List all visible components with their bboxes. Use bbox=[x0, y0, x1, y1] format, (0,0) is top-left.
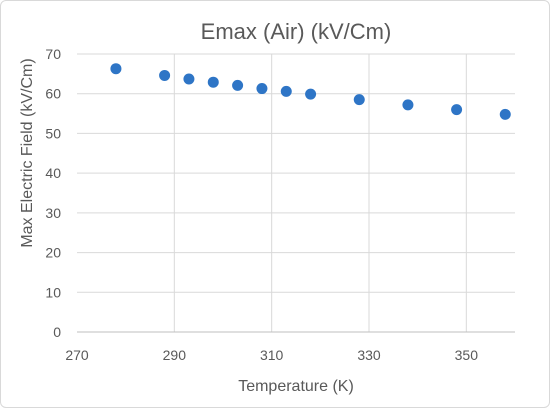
y-tick-label: 0 bbox=[53, 324, 61, 340]
data-point bbox=[353, 94, 365, 106]
data-points bbox=[110, 63, 511, 120]
y-tick-label: 30 bbox=[45, 205, 61, 221]
x-tick-labels: 270 290 310 330 350 bbox=[65, 347, 478, 363]
y-tick-labels: 0 10 20 30 40 50 60 70 bbox=[45, 46, 61, 340]
y-tick-label: 60 bbox=[45, 86, 61, 102]
y-tick-label: 70 bbox=[45, 46, 61, 62]
chart-title: Emax (Air) (kV/Cm) bbox=[201, 19, 392, 44]
y-tick-label: 20 bbox=[45, 245, 61, 261]
y-tick-label: 10 bbox=[45, 284, 61, 300]
x-tick-label: 290 bbox=[163, 347, 187, 363]
data-point bbox=[159, 69, 171, 81]
data-point bbox=[402, 99, 414, 111]
x-tick-label: 330 bbox=[357, 347, 381, 363]
data-point bbox=[232, 79, 244, 91]
gridlines bbox=[77, 53, 515, 332]
y-axis-title: Max Electric Field (kV/Cm) bbox=[19, 58, 36, 247]
data-point bbox=[207, 76, 219, 88]
data-point bbox=[499, 108, 511, 120]
y-tick-label: 40 bbox=[45, 165, 61, 181]
data-point bbox=[305, 88, 317, 100]
x-tick-label: 310 bbox=[260, 347, 284, 363]
data-point bbox=[280, 85, 292, 97]
data-point bbox=[110, 63, 122, 75]
data-point bbox=[451, 104, 463, 116]
data-point bbox=[183, 73, 195, 85]
x-tick-label: 350 bbox=[455, 347, 479, 363]
x-axis-title: Temperature (K) bbox=[238, 378, 354, 395]
y-tick-label: 50 bbox=[45, 125, 61, 141]
x-tick-label: 270 bbox=[65, 347, 89, 363]
data-point bbox=[256, 83, 268, 95]
